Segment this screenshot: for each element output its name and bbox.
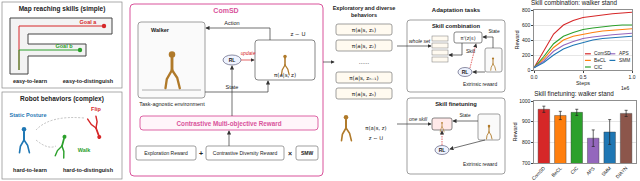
svg-text:easy-to-learn: easy-to-learn (13, 78, 48, 84)
svg-text:State: State (225, 84, 239, 90)
svg-text:Goal a: Goal a (80, 19, 98, 25)
svg-text:Reward: Reward (512, 123, 518, 142)
svg-text:ComSD: ComSD (594, 51, 611, 56)
svg-text:π(a|s, z): π(a|s, z) (274, 72, 296, 79)
svg-text:BeCL: BeCL (551, 166, 563, 178)
svg-text:0: 0 (528, 67, 531, 73)
svg-text:ComSD: ComSD (213, 7, 238, 14)
svg-text:z ~ U: z ~ U (369, 135, 384, 141)
svg-text:behaviors: behaviors (351, 12, 377, 18)
svg-text:900: 900 (522, 118, 531, 124)
svg-text:π(a|s, zₙ): π(a|s, zₙ) (352, 91, 376, 98)
svg-text:π(a|s, z₂): π(a|s, z₂) (352, 43, 376, 50)
svg-text:CIC: CIC (594, 65, 603, 70)
svg-text:ComSD: ComSD (531, 165, 547, 181)
svg-text:π(a|s, z₁): π(a|s, z₁) (352, 27, 376, 34)
svg-text:Contrastive Multi-objective Re: Contrastive Multi-objective Reward (177, 120, 282, 128)
svg-text:0.5: 0.5 (580, 74, 587, 80)
svg-text:200: 200 (522, 52, 531, 58)
svg-text:CIC: CIC (570, 165, 580, 175)
svg-text:Adaptation tasks: Adaptation tasks (432, 7, 481, 13)
svg-text:RL: RL (439, 147, 446, 153)
svg-text:Static Posture: Static Posture (10, 112, 47, 118)
svg-text:Contrastive Diversity Reward: Contrastive Diversity Reward (213, 150, 278, 156)
svg-text:State: State (488, 29, 500, 34)
svg-text:easy-to-distinguish: easy-to-distinguish (63, 78, 114, 84)
svg-text:Walk: Walk (78, 147, 92, 153)
svg-text:Exploration Reward: Exploration Reward (144, 150, 188, 156)
svg-text:600: 600 (522, 22, 531, 28)
svg-text:SMM: SMM (619, 58, 630, 63)
svg-text:Skill finetuning: walker stand: Skill finetuning: walker stand (534, 91, 614, 98)
svg-text:1.0: 1.0 (629, 74, 636, 80)
svg-text:Robot behaviors (complex): Robot behaviors (complex) (20, 95, 104, 103)
svg-text:one skill: one skill (409, 116, 428, 122)
svg-text:Skill: Skill (466, 48, 476, 54)
svg-text:+: + (199, 150, 203, 157)
svg-text:800: 800 (522, 7, 531, 13)
svg-text:Skill finetuning: Skill finetuning (435, 101, 477, 107)
svg-text:Goal b: Goal b (55, 43, 73, 49)
svg-text:hard-to-distinguish: hard-to-distinguish (63, 167, 114, 173)
svg-text:Action: Action (224, 20, 239, 26)
svg-text:......: ...... (359, 59, 370, 65)
svg-text:1e6: 1e6 (621, 85, 630, 90)
svg-text:SMM: SMM (601, 166, 612, 177)
svg-text:700: 700 (522, 160, 531, 166)
svg-text:APS: APS (619, 51, 629, 56)
svg-text:1000: 1000 (519, 98, 530, 104)
svg-text:RL: RL (229, 57, 236, 63)
svg-text:APS: APS (585, 166, 595, 176)
svg-text:update: update (241, 51, 256, 56)
svg-text:Task-agnostic environment: Task-agnostic environment (139, 101, 205, 107)
svg-text:BeCL: BeCL (594, 58, 606, 63)
svg-text:Flip: Flip (91, 106, 101, 112)
svg-text:Extrinsic reward: Extrinsic reward (463, 82, 497, 87)
svg-text:800: 800 (522, 139, 531, 145)
svg-text:×: × (288, 150, 292, 157)
svg-text:RL: RL (462, 69, 469, 75)
svg-text:Walker: Walker (151, 27, 170, 33)
svg-text:π'(z|s): π'(z|s) (460, 35, 475, 42)
svg-text:Exploratory and diverse: Exploratory and diverse (333, 5, 396, 11)
svg-text:Skill combination: walker stan: Skill combination: walker stand (531, 0, 618, 6)
svg-text:Skill combination: Skill combination (432, 23, 480, 29)
svg-text:400: 400 (522, 37, 531, 43)
svg-text:π(a|s, zₙ₋₁): π(a|s, zₙ₋₁) (349, 75, 378, 82)
svg-text:Extrinsic reward: Extrinsic reward (463, 162, 497, 167)
svg-text:Reward: Reward (514, 31, 520, 50)
svg-text:State: State (459, 113, 471, 118)
svg-text:z ~ U: z ~ U (290, 31, 305, 37)
svg-text:Steps: Steps (576, 80, 590, 86)
svg-text:DIAYN: DIAYN (615, 165, 629, 179)
svg-text:π(a|s, z): π(a|s, z) (365, 125, 386, 132)
svg-text:SMW: SMW (301, 150, 314, 156)
svg-text:0.0: 0.0 (531, 74, 538, 80)
svg-text:Map reaching skills (simple): Map reaching skills (simple) (19, 5, 106, 13)
svg-text:whole set: whole set (409, 38, 431, 44)
svg-text:hard-to-learn: hard-to-learn (13, 167, 48, 173)
